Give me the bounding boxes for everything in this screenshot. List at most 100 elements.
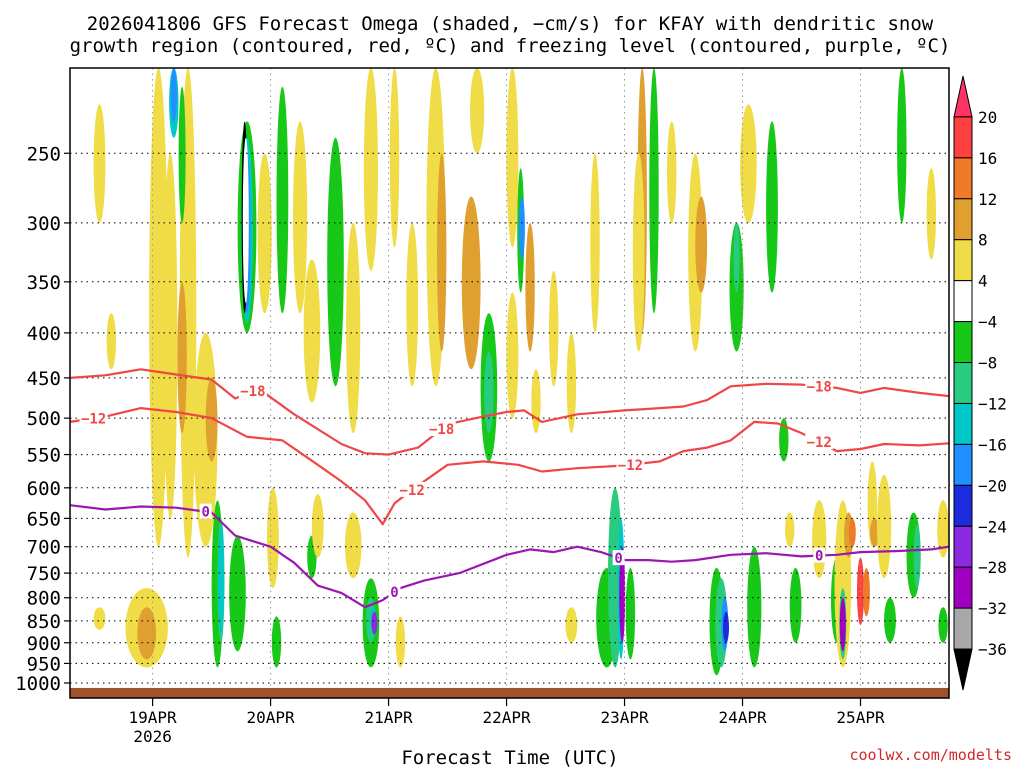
omega-shade-cell bbox=[531, 369, 541, 434]
x-axis-label: Forecast Time (UTC) bbox=[401, 747, 618, 768]
colorbar-swatch bbox=[953, 239, 973, 282]
y-tick-label: 600 bbox=[27, 478, 61, 500]
colorbar-swatch bbox=[953, 116, 973, 159]
colorbar-label: 16 bbox=[978, 149, 997, 168]
colorbar-label: 4 bbox=[978, 272, 988, 291]
colorbar-swatch bbox=[953, 525, 973, 568]
y-tick-label: 300 bbox=[27, 213, 61, 235]
omega-shade-cell bbox=[862, 568, 870, 617]
omega-shade-cell bbox=[137, 607, 157, 660]
omega-shade-cell bbox=[389, 68, 400, 248]
y-axis: 2503003504004505005506006507007508008509… bbox=[15, 143, 70, 695]
omega-shade-cell bbox=[938, 607, 948, 643]
colorbar-swatch bbox=[953, 157, 973, 200]
x-tick-label: 22APR bbox=[482, 708, 531, 727]
plot-frame bbox=[69, 67, 950, 699]
omega-shade-cell bbox=[884, 597, 896, 643]
omega-shade-cell bbox=[346, 222, 361, 434]
chart-title-line-1: 2026041806 GFS Forecast Omega (shaded, −… bbox=[87, 13, 934, 35]
contour-label-bg bbox=[398, 481, 427, 497]
colorbar-swatch bbox=[953, 443, 973, 486]
colorbar-label: −4 bbox=[978, 313, 997, 332]
omega-shade-cell bbox=[625, 568, 636, 660]
colorbar-swatch bbox=[953, 402, 973, 445]
omega-shade-cell bbox=[619, 546, 626, 643]
omega-shade-cell bbox=[271, 616, 282, 668]
x-tick-sublabel: 2026 bbox=[133, 727, 172, 746]
omega-shade-cell bbox=[149, 68, 168, 547]
contour-label-bg bbox=[813, 547, 826, 563]
omega-shade-cell bbox=[695, 196, 708, 293]
contour-label: 0 bbox=[815, 549, 823, 565]
x-tick-label: 23APR bbox=[600, 708, 649, 727]
omega-shade-cell bbox=[461, 196, 481, 370]
omega-shade-cell bbox=[723, 611, 729, 643]
contour-label-bg bbox=[612, 550, 625, 566]
omega-shade-cell bbox=[779, 418, 789, 462]
omega-shade-cell bbox=[667, 121, 677, 223]
omega-shade-cell bbox=[484, 351, 494, 434]
omega-shade-cell bbox=[371, 611, 378, 635]
colorbar-label: −32 bbox=[978, 599, 1007, 618]
omega-shade-cell bbox=[311, 494, 324, 558]
colorbar-label: 8 bbox=[978, 231, 988, 250]
omega-shade-cell bbox=[229, 535, 246, 652]
omega-shade-cell bbox=[106, 313, 117, 370]
y-tick-label: 400 bbox=[27, 323, 61, 345]
omega-shade-cell bbox=[293, 121, 308, 314]
colorbar-label: −24 bbox=[978, 517, 1007, 536]
omega-shade-cell bbox=[257, 153, 272, 314]
y-tick-label: 500 bbox=[27, 408, 61, 430]
contour-label-bg bbox=[427, 420, 456, 436]
colorbar-label: −8 bbox=[978, 354, 997, 373]
omega-shade-cell bbox=[242, 137, 249, 304]
contour-label: −18 bbox=[807, 379, 832, 395]
y-tick-label: 1000 bbox=[15, 673, 61, 695]
omega-shade-cell bbox=[789, 568, 802, 643]
grid-layer bbox=[70, 68, 949, 698]
omega-shade-cell bbox=[549, 270, 559, 387]
y-tick-label: 550 bbox=[27, 445, 61, 467]
colorbar-swatch bbox=[953, 75, 973, 118]
omega-shade-cell bbox=[848, 518, 856, 547]
omega-shade-cell bbox=[344, 512, 362, 579]
omega-shade-cell bbox=[766, 121, 778, 293]
y-tick-label: 850 bbox=[27, 611, 61, 633]
omega-shade-cell bbox=[163, 153, 178, 519]
contour-label-bg bbox=[616, 456, 645, 472]
colorbar-swatch bbox=[953, 607, 973, 650]
y-tick-label: 250 bbox=[27, 143, 61, 165]
omega-shade-cell bbox=[506, 68, 519, 248]
y-tick-label: 950 bbox=[27, 653, 61, 675]
contour-label-bg bbox=[199, 503, 212, 519]
contour-line bbox=[70, 407, 949, 526]
contour-label: 0 bbox=[201, 505, 209, 521]
omega-shade-cell bbox=[303, 259, 321, 403]
omega-shade-cell bbox=[937, 500, 949, 558]
x-tick-label: 25APR bbox=[836, 708, 885, 727]
colorbar: 20 16 12 8 4 −4 −8 −12 −16 −20 −24 −28 −32 −36 bbox=[953, 75, 1007, 691]
omega-shade-cell bbox=[733, 222, 740, 293]
omega-shading-layer bbox=[93, 68, 949, 676]
colorbar-label: 12 bbox=[978, 190, 997, 209]
chart-title-line-2: growth region (contoured, red, ºC) and f… bbox=[70, 35, 951, 57]
omega-shade-cell bbox=[395, 616, 406, 668]
omega-shade-cell bbox=[785, 512, 795, 547]
contour-label-bg bbox=[388, 584, 401, 600]
terrain-layer bbox=[70, 687, 949, 698]
y-tick-label: 450 bbox=[27, 368, 61, 390]
omega-shade-cell bbox=[812, 500, 827, 579]
x-tick-label: 24APR bbox=[718, 708, 767, 727]
omega-shade-cell bbox=[566, 332, 577, 434]
omega-shade-cell bbox=[177, 281, 187, 434]
omega-shade-cell bbox=[93, 607, 106, 630]
colorbar-label: 20 bbox=[978, 108, 997, 127]
omega-shade-cell bbox=[437, 153, 447, 352]
omega-shade-cell bbox=[839, 597, 846, 652]
colorbar-label: −20 bbox=[978, 476, 1007, 495]
contour-label: −12 bbox=[618, 458, 643, 474]
omega-shade-cell bbox=[178, 86, 186, 223]
contour-label: −18 bbox=[429, 422, 454, 438]
